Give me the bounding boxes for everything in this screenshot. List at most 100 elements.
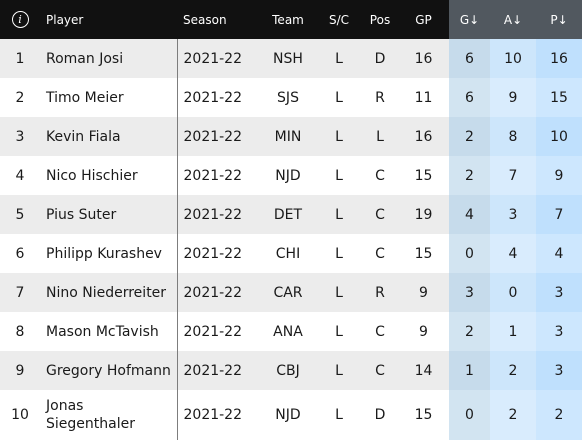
assists-cell: 9 [490, 78, 536, 117]
season-cell: 2021-22 [176, 78, 260, 117]
position-cell: D [362, 390, 398, 440]
games-played-cell: 15 [398, 390, 449, 440]
games-played-cell: 15 [398, 156, 449, 195]
table-row[interactable]: 3 Kevin Fiala 2021-22 MIN L L 16 2 8 10 [0, 117, 582, 156]
position-cell: L [362, 117, 398, 156]
position-cell: R [362, 78, 398, 117]
player-name-cell[interactable]: Mason McTavish [40, 312, 177, 351]
team-cell[interactable]: CBJ [260, 351, 316, 390]
info-header[interactable]: i [0, 0, 40, 39]
season-cell: 2021-22 [176, 273, 260, 312]
season-cell: 2021-22 [176, 390, 260, 440]
team-cell[interactable]: CHI [260, 234, 316, 273]
table-row[interactable]: 2 Timo Meier 2021-22 SJS L R 11 6 9 15 [0, 78, 582, 117]
points-cell: 7 [536, 195, 582, 234]
goals-cell: 0 [449, 390, 490, 440]
info-icon[interactable]: i [11, 11, 29, 28]
season-cell: 2021-22 [176, 117, 260, 156]
season-cell: 2021-22 [176, 195, 260, 234]
player-name-cell[interactable]: Pius Suter [40, 195, 177, 234]
player-name-cell[interactable]: Nino Niederreiter [40, 273, 177, 312]
player-header[interactable]: Player [46, 12, 84, 27]
team-cell[interactable]: CAR [260, 273, 316, 312]
table-row[interactable]: 9 Gregory Hofmann 2021-22 CBJ L C 14 1 2 3 [0, 351, 582, 390]
position-cell: R [362, 273, 398, 312]
season-cell: 2021-22 [176, 156, 260, 195]
season-cell: 2021-22 [176, 312, 260, 351]
points-cell: 2 [536, 390, 582, 440]
assists-cell: 1 [490, 312, 536, 351]
games-played-cell: 16 [398, 117, 449, 156]
points-cell: 3 [536, 312, 582, 351]
assists-sort-header[interactable]: A↓ [490, 0, 536, 39]
assists-cell: 7 [490, 156, 536, 195]
rank-cell: 6 [0, 234, 40, 273]
player-name-cell[interactable]: Kevin Fiala [40, 117, 177, 156]
shoots-catches-cell: L [316, 117, 362, 156]
points-cell: 4 [536, 234, 582, 273]
points-cell: 9 [536, 156, 582, 195]
table-row[interactable]: 5 Pius Suter 2021-22 DET L C 19 4 3 7 [0, 195, 582, 234]
position-cell: C [362, 351, 398, 390]
table-row[interactable]: 7 Nino Niederreiter 2021-22 CAR L R 9 3 0 3 [0, 273, 582, 312]
goals-sort-header[interactable]: G↓ [449, 0, 490, 39]
team-header[interactable]: Team [272, 12, 304, 27]
position-cell: D [362, 39, 398, 78]
position-cell: C [362, 312, 398, 351]
table-row[interactable]: 4 Nico Hischier 2021-22 NJD L C 15 2 7 9 [0, 156, 582, 195]
goals-cell: 6 [449, 39, 490, 78]
rank-cell: 7 [0, 273, 40, 312]
assists-cell: 3 [490, 195, 536, 234]
position-header[interactable]: Pos [369, 12, 391, 27]
player-name-cell[interactable]: Nico Hischier [40, 156, 177, 195]
team-cell[interactable]: SJS [260, 78, 316, 117]
shoots-catches-cell: L [316, 312, 362, 351]
table-row[interactable]: 1 Roman Josi 2021-22 NSH L D 16 6 10 16 [0, 39, 582, 78]
games-played-cell: 16 [398, 39, 449, 78]
season-cell: 2021-22 [176, 351, 260, 390]
goals-cell: 0 [449, 234, 490, 273]
team-cell[interactable]: MIN [260, 117, 316, 156]
player-name-cell[interactable]: Philipp Kurashev [40, 234, 177, 273]
games-played-cell: 11 [398, 78, 449, 117]
table-row[interactable]: 10 Jonas Siegenthaler 2021-22 NJD L D 15 0 2 2 [0, 390, 582, 440]
points-cell: 3 [536, 351, 582, 390]
games-played-cell: 9 [398, 273, 449, 312]
rank-cell: 1 [0, 39, 40, 78]
rank-cell: 10 [0, 390, 40, 440]
points-sort-header[interactable]: P↓ [536, 0, 582, 39]
team-cell[interactable]: NSH [260, 39, 316, 78]
goals-cell: 2 [449, 117, 490, 156]
shoots-catches-cell: L [316, 39, 362, 78]
player-name-cell[interactable]: Timo Meier [40, 78, 177, 117]
shoots-catches-header[interactable]: S/C [328, 12, 350, 27]
points-cell: 15 [536, 78, 582, 117]
team-cell[interactable]: NJD [260, 156, 316, 195]
goals-cell: 1 [449, 351, 490, 390]
points-cell: 16 [536, 39, 582, 78]
points-cell: 10 [536, 117, 582, 156]
assists-cell: 2 [490, 351, 536, 390]
table-row[interactable]: 6 Philipp Kurashev 2021-22 CHI L C 15 0 4 4 [0, 234, 582, 273]
player-name-cell[interactable]: Jonas Siegenthaler [40, 390, 177, 440]
shoots-catches-cell: L [316, 390, 362, 440]
games-played-header[interactable]: GP [415, 12, 432, 27]
season-cell: 2021-22 [176, 39, 260, 78]
position-cell: C [362, 156, 398, 195]
team-cell[interactable]: DET [260, 195, 316, 234]
season-header[interactable]: Season [183, 12, 227, 27]
shoots-catches-cell: L [316, 195, 362, 234]
goals-cell: 4 [449, 195, 490, 234]
table-row[interactable]: 8 Mason McTavish 2021-22 ANA L C 9 2 1 3 [0, 312, 582, 351]
games-played-cell: 9 [398, 312, 449, 351]
shoots-catches-cell: L [316, 234, 362, 273]
team-cell[interactable]: ANA [260, 312, 316, 351]
goals-cell: 6 [449, 78, 490, 117]
games-played-cell: 15 [398, 234, 449, 273]
player-name-cell[interactable]: Roman Josi [40, 39, 177, 78]
rank-cell: 8 [0, 312, 40, 351]
team-cell[interactable]: NJD [260, 390, 316, 440]
player-name-cell[interactable]: Gregory Hofmann [40, 351, 177, 390]
assists-cell: 0 [490, 273, 536, 312]
